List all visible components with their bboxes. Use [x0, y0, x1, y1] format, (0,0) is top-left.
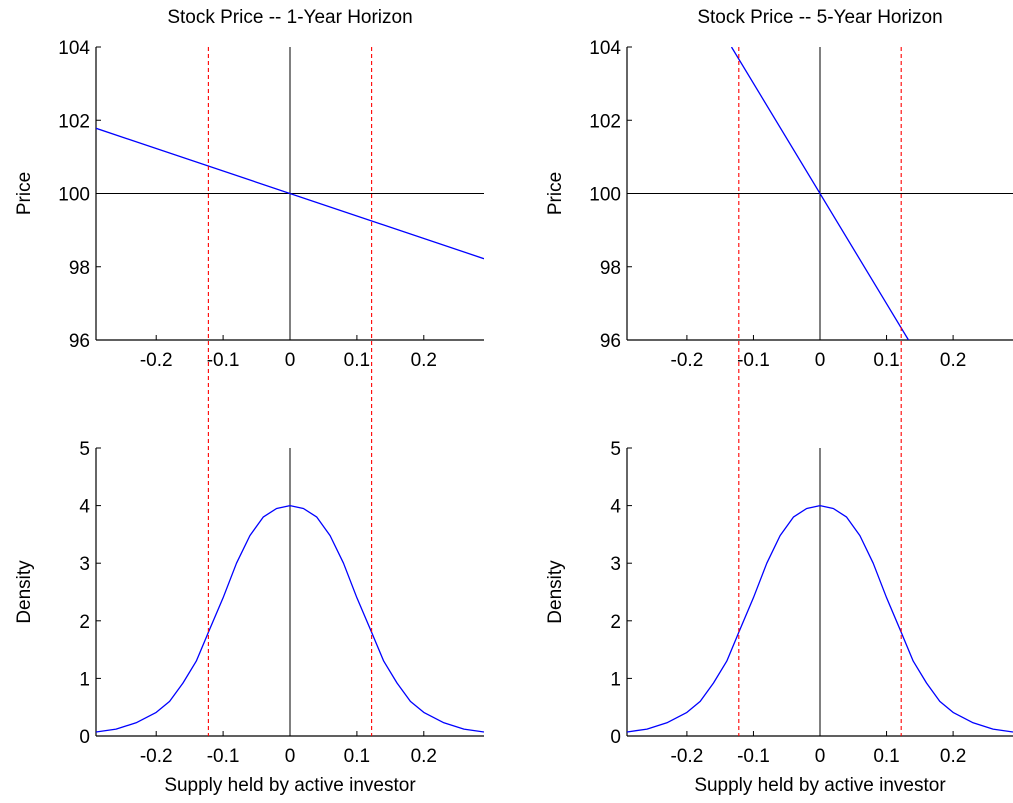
y-tick-label: 4	[610, 497, 621, 518]
y-tick-label: 96	[69, 331, 90, 352]
plot-area	[96, 504, 484, 733]
y-tick-label: 102	[58, 111, 90, 132]
data-series-line	[730, 47, 910, 340]
plot-area	[96, 127, 484, 260]
x-tick-label: -0.1	[737, 746, 770, 767]
y-tick-label: 3	[610, 554, 621, 575]
y-tick-label: 104	[589, 38, 621, 59]
y-tick-label: 102	[589, 111, 621, 132]
y-tick-label: 4	[79, 497, 90, 518]
chart-title: Stock Price -- 1-Year Horizon	[167, 7, 412, 28]
y-tick-label: 98	[600, 258, 621, 279]
y-tick-label: 5	[610, 439, 621, 460]
x-tick-label: 0.2	[940, 350, 966, 371]
x-tick-label: -0.1	[207, 350, 240, 371]
y-tick-label: 100	[58, 185, 90, 206]
x-axis-label: Supply held by active investor	[694, 775, 946, 796]
y-tick-label: 3	[79, 554, 90, 575]
x-tick-label: 0.2	[411, 746, 437, 767]
y-tick-label: 1	[610, 669, 621, 690]
x-axis-label: Supply held by active investor	[164, 775, 416, 796]
chart-density-5-year: -0.2 -0.1 0 0.1 0.2 0 1 2 3 4 5 Density Supply held …	[545, 439, 1013, 796]
x-tick-label: -0.2	[671, 350, 704, 371]
data-series-line	[627, 504, 1013, 733]
x-tick-label: 0	[815, 350, 826, 371]
y-tick-label: 0	[610, 727, 621, 748]
y-tick-label: 2	[79, 612, 90, 633]
x-tick-label: 0.2	[940, 746, 966, 767]
x-tick-label: 0.1	[344, 746, 370, 767]
y-tick-label: 1	[79, 669, 90, 690]
x-tick-label: 0.2	[411, 350, 437, 371]
y-axis-label: Density	[545, 560, 566, 624]
y-tick-label: 100	[589, 185, 621, 206]
y-tick-label: 0	[79, 727, 90, 748]
y-tick-label: 98	[69, 258, 90, 279]
x-tick-label: 0	[285, 350, 296, 371]
x-tick-label: -0.2	[671, 746, 704, 767]
chart-density-1-year: -0.2 -0.1 0 0.1 0.2 0 1 2 3 4 5 Density Supply held …	[14, 439, 484, 796]
y-tick-label: 2	[610, 612, 621, 633]
x-tick-label: -0.2	[140, 746, 173, 767]
y-axis-label: Price	[14, 172, 35, 215]
x-tick-label: 0	[815, 746, 826, 767]
x-tick-label: -0.1	[737, 350, 770, 371]
data-series-line	[96, 127, 484, 260]
x-tick-label: -0.2	[140, 350, 173, 371]
chart-price-1-year: -0.2 -0.1 0 0.1 0.2 96 98 100 102 104 Stock Price …	[14, 7, 484, 371]
y-tick-label: 5	[79, 439, 90, 460]
x-tick-label: 0.1	[873, 350, 899, 371]
y-axis-label: Density	[14, 560, 35, 624]
data-series-line	[96, 504, 484, 733]
x-tick-label: 0.1	[344, 350, 370, 371]
x-tick-label: 0.1	[873, 746, 899, 767]
y-tick-label: 96	[600, 331, 621, 352]
y-axis-label: Price	[545, 172, 566, 215]
y-tick-label: 104	[58, 38, 90, 59]
chart-price-5-year: -0.2 -0.1 0 0.1 0.2 96 98 100 102 104 Stock Price …	[545, 7, 1013, 371]
chart-title: Stock Price -- 5-Year Horizon	[697, 7, 942, 28]
x-tick-label: -0.1	[207, 746, 240, 767]
plot-area	[627, 504, 1013, 733]
plot-area	[730, 47, 910, 340]
x-tick-label: 0	[285, 746, 296, 767]
